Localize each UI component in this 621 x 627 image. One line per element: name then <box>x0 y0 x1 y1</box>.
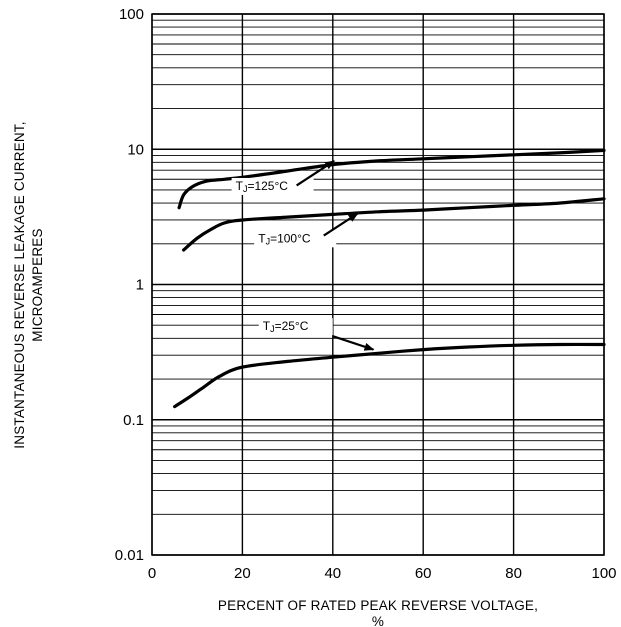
x-tick-label: 100 <box>591 565 616 582</box>
x-tick-label: 0 <box>148 565 156 582</box>
x-tick-label: 80 <box>505 565 522 582</box>
y-tick-label: 1 <box>136 277 144 294</box>
series-arrow-2 <box>332 335 375 351</box>
x-axis-unit: % <box>372 614 384 627</box>
series-group <box>173 148 606 409</box>
series-label-2: TJ=25°C <box>263 319 309 334</box>
y-axis-label-line1: INSTANTANEOUS REVERSE LEAKAGE CURRENT, <box>12 121 27 448</box>
y-tick-label: 0.1 <box>123 412 144 429</box>
x-axis-label: PERCENT OF RATED PEAK REVERSE VOLTAGE, <box>218 598 538 613</box>
y-tick-label: 10 <box>127 141 144 158</box>
annotations: TJ=125°C TJ=100°C TJ=25°C <box>231 159 375 351</box>
y-tick-label: 0.01 <box>115 547 144 564</box>
tick-labels: 0 20 40 60 80 100 0.01 0.1 1 10 100 <box>115 6 617 582</box>
series-label-bg-0 <box>231 177 314 195</box>
plot-frame <box>151 13 605 556</box>
series-label-1: TJ=100°C <box>258 231 311 246</box>
series-arrow-0 <box>296 159 335 187</box>
series-label-bg-1 <box>254 230 337 248</box>
x-tick-label: 40 <box>324 565 341 582</box>
grid <box>151 13 605 556</box>
series-line-0 <box>177 148 606 210</box>
series-arrow-1 <box>323 212 359 237</box>
x-tick-label: 60 <box>415 565 432 582</box>
y-axis-label-group: INSTANTANEOUS REVERSE LEAKAGE CURRENT, M… <box>12 121 45 448</box>
y-tick-label: 100 <box>119 6 144 23</box>
y-axis-label-line2: MICROAMPERES <box>30 228 45 341</box>
series-label-bg-2 <box>258 318 333 336</box>
series-label-0: TJ=125°C <box>236 179 289 194</box>
series-line-1 <box>182 197 606 252</box>
x-tick-label: 20 <box>234 565 251 582</box>
series-line-2 <box>173 342 606 409</box>
